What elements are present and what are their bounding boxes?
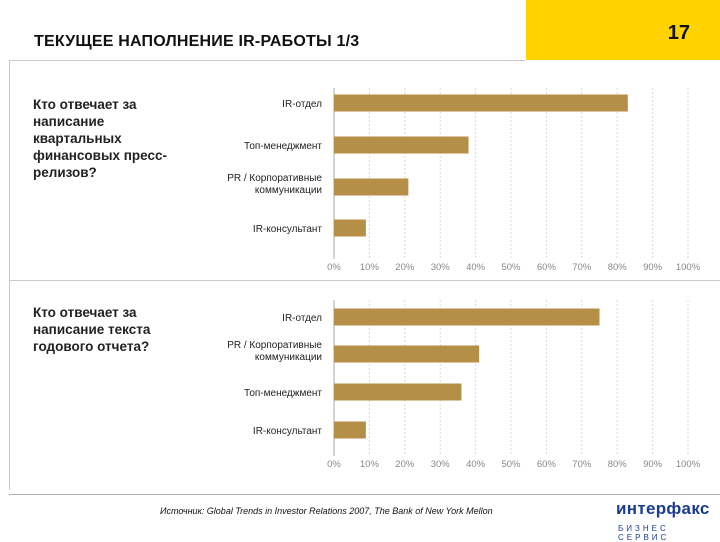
x-tick-label: 10% [360, 459, 380, 470]
category-label: PR / Корпоративные коммуникации [227, 340, 322, 363]
x-tick-label: 70% [572, 262, 592, 273]
bar [334, 383, 462, 401]
category-label: Топ-менеджмент [244, 388, 322, 399]
bar [334, 94, 628, 112]
category-label: IR-консультант [253, 224, 322, 235]
interfax-logo: интерфакс БИЗНЕС СЕРВИС [614, 497, 710, 542]
page-number-box: 17 [526, 0, 720, 60]
x-tick-label: 80% [608, 262, 628, 273]
x-tick-label: 0% [327, 459, 341, 470]
x-tick-label: 30% [431, 459, 451, 470]
source-note: Источник: Global Trends in Investor Rela… [160, 506, 493, 516]
category-label: PR / Корпоративные коммуникации [227, 173, 322, 196]
x-tick-label: 50% [501, 262, 521, 273]
question-2: Кто отвечает за написание текста годовог… [33, 305, 151, 354]
left-border [9, 60, 10, 490]
logo-subtitle: БИЗНЕС СЕРВИС [618, 524, 670, 542]
bar [334, 136, 469, 154]
bar [334, 421, 366, 439]
bar [334, 308, 600, 326]
x-tick-label: 20% [395, 262, 415, 273]
x-tick-label: 10% [360, 262, 380, 273]
x-tick-label: 20% [395, 459, 415, 470]
x-tick-label: 90% [643, 459, 663, 470]
x-tick-label: 60% [537, 262, 557, 273]
x-tick-label: 80% [608, 459, 628, 470]
x-tick-label: 30% [431, 262, 451, 273]
x-tick-label: 100% [676, 459, 701, 470]
x-tick-label: 50% [501, 459, 521, 470]
footer-line [9, 494, 720, 495]
category-label: IR-отдел [282, 99, 322, 110]
logo-wordmark: интерфакс [616, 499, 710, 518]
x-tick-label: 0% [327, 262, 341, 273]
x-tick-label: 100% [676, 262, 701, 273]
slide-title: ТЕКУЩЕЕ НАПОЛНЕНИЕ IR-РАБОТЫ 1/3 [34, 33, 360, 50]
x-tick-label: 40% [466, 459, 486, 470]
category-label: Топ-менеджмент [244, 141, 322, 152]
bar [334, 178, 409, 196]
category-label: IR-консультант [253, 426, 322, 437]
title-underline [10, 60, 525, 61]
section-divider [9, 280, 720, 281]
page-number: 17 [667, 22, 690, 44]
question-1: Кто отвечает за написание квартальных фи… [33, 97, 168, 180]
x-tick-label: 60% [537, 459, 557, 470]
x-tick-label: 40% [466, 262, 486, 273]
bar [334, 345, 480, 363]
category-label: IR-отдел [282, 313, 322, 324]
x-tick-label: 90% [643, 262, 663, 273]
x-tick-label: 70% [572, 459, 592, 470]
bar [334, 219, 366, 237]
